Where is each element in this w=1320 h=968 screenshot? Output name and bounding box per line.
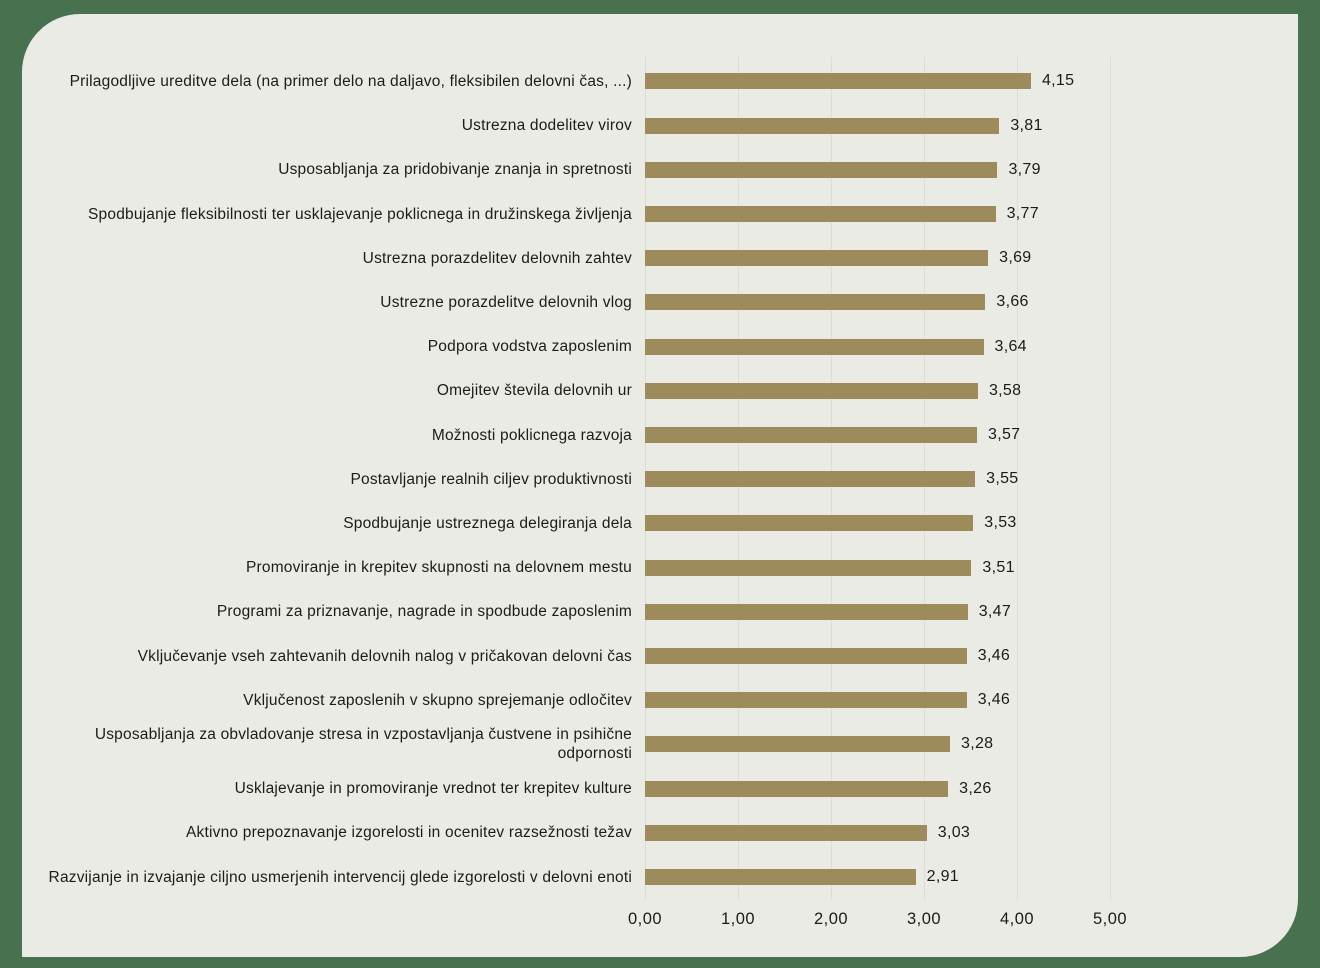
bar-row: Možnosti poklicnega razvoja 3,57 — [22, 413, 1298, 457]
value-label: 3,81 — [1010, 116, 1043, 134]
x-tick-label: 2,00 — [813, 910, 849, 928]
bar-row: Prilagodljive ureditve dela (na primer d… — [22, 59, 1298, 103]
category-label: Možnosti poklicnega razvoja — [431, 426, 632, 444]
bar-row: Aktivno prepoznavanje izgorelosti in oce… — [22, 811, 1298, 855]
value-label: 3,79 — [1008, 160, 1041, 178]
bar-row: Omejitev števila delovnih ur 3,58 — [22, 369, 1298, 413]
chart: Prilagodljive ureditve dela (na primer d… — [22, 14, 1298, 957]
bar — [645, 736, 951, 753]
category-label: Postavljanje realnih ciljev produktivnos… — [350, 470, 632, 488]
value-label: 3,57 — [988, 426, 1021, 444]
category-label: Ustrezna porazdelitev delovnih zahtev — [362, 249, 632, 267]
category-label: Vključenost zaposlenih v skupno sprejema… — [243, 691, 632, 709]
bar-row: Programi za priznavanje, nagrade in spod… — [22, 590, 1298, 634]
value-label: 3,69 — [999, 249, 1032, 267]
value-label: 3,46 — [977, 691, 1011, 709]
bar — [645, 559, 972, 576]
bar — [645, 117, 1000, 134]
bar-row: Promoviranje in krepitev skupnosti na de… — [22, 546, 1298, 590]
category-label: Ustrezna dodelitev virov — [461, 117, 632, 135]
category-label: Usposabljanja za obvladovanje stresa in … — [94, 726, 632, 763]
chart-panel: Prilagodljive ureditve dela (na primer d… — [22, 14, 1298, 957]
bar-row: Usposabljanja za pridobivanje znanja in … — [22, 148, 1298, 192]
bar — [645, 648, 967, 665]
x-tick-label: 5,00 — [1092, 910, 1128, 928]
value-label: 3,55 — [986, 470, 1019, 488]
category-label: Promoviranje in krepitev skupnosti na de… — [245, 559, 632, 577]
value-label: 3,77 — [1006, 205, 1039, 223]
bar-row: Usklajevanje in promoviranje vrednot ter… — [22, 767, 1298, 811]
bar-row: Ustrezna porazdelitev delovnih zahtev 3,6… — [22, 236, 1298, 280]
value-label: 3,47 — [978, 602, 1012, 620]
category-label: Podpora vodstva zaposlenim — [427, 338, 632, 356]
category-label: Ustrezne porazdelitve delovnih vlog — [380, 293, 632, 311]
category-label: Spodbujanje fleksibilnosti ter usklajeva… — [88, 205, 632, 223]
bar-row: Postavljanje realnih ciljev produktivnos… — [22, 457, 1298, 501]
category-label: Spodbujanje ustreznega delegiranja dela — [343, 514, 632, 532]
x-tick-label: 0,00 — [627, 910, 663, 928]
bar — [645, 471, 976, 488]
bar — [645, 161, 998, 178]
bar — [645, 824, 927, 841]
x-tick-label: 4,00 — [999, 910, 1035, 928]
gridline — [1017, 57, 1018, 900]
value-label: 3,51 — [982, 558, 1015, 576]
bar — [645, 382, 978, 399]
bar — [645, 73, 1031, 90]
bar — [645, 206, 996, 223]
value-label: 3,64 — [994, 337, 1027, 355]
value-label: 3,28 — [961, 735, 994, 753]
category-label: Prilagodljive ureditve dela (na primer d… — [69, 72, 632, 90]
value-label: 3,53 — [984, 514, 1017, 532]
gridline — [1110, 57, 1111, 900]
value-label: 3,66 — [996, 293, 1029, 311]
category-label: Razvijanje in izvajanje ciljno usmerjeni… — [48, 868, 632, 886]
category-label: Usklajevanje in promoviranje vrednot ter… — [234, 780, 632, 798]
category-label: Aktivno prepoznavanje izgorelosti in oce… — [186, 824, 632, 842]
bar — [645, 603, 968, 620]
bar-row: Usposabljanja za obvladovanje stresa in … — [22, 722, 1298, 766]
bar — [645, 250, 989, 267]
category-label: Usposabljanja za pridobivanje znanja in … — [278, 161, 632, 179]
bar-row: Vključenost zaposlenih v skupno sprejema… — [22, 678, 1298, 722]
value-label: 3,03 — [937, 823, 971, 841]
bar — [645, 780, 949, 797]
x-axis: 0,00 1,00 2,00 3,00 4,00 5,00 — [22, 910, 1298, 934]
value-label: 3,58 — [988, 381, 1022, 399]
bar — [645, 427, 977, 444]
value-label: 2,91 — [926, 868, 959, 886]
bar-row: Razvijanje in izvajanje ciljno usmerjeni… — [22, 855, 1298, 899]
x-tick-label: 3,00 — [906, 910, 942, 928]
bar — [645, 869, 916, 886]
bar-row: Podpora vodstva zaposlenim 3,64 — [22, 325, 1298, 369]
value-label: 4,15 — [1041, 72, 1075, 90]
bar — [645, 294, 986, 311]
bar-row: Vključevanje vseh zahtevanih delovnih na… — [22, 634, 1298, 678]
x-tick-label: 1,00 — [720, 910, 756, 928]
bar-row: Ustrezne porazdelitve delovnih vlog 3,66 — [22, 280, 1298, 324]
bar-row: Ustrezna dodelitev virov 3,81 — [22, 104, 1298, 148]
value-label: 3,26 — [959, 779, 992, 797]
bar — [645, 515, 974, 532]
bar-row: Spodbujanje ustreznega delegiranja dela 3… — [22, 501, 1298, 545]
bar — [645, 338, 984, 355]
value-label: 3,46 — [977, 647, 1011, 665]
category-label: Programi za priznavanje, nagrade in spod… — [216, 603, 632, 621]
category-label: Vključevanje vseh zahtevanih delovnih na… — [137, 647, 632, 665]
bar-row: Spodbujanje fleksibilnosti ter usklajeva… — [22, 192, 1298, 236]
category-label: Omejitev števila delovnih ur — [436, 382, 632, 400]
bar — [645, 692, 967, 709]
